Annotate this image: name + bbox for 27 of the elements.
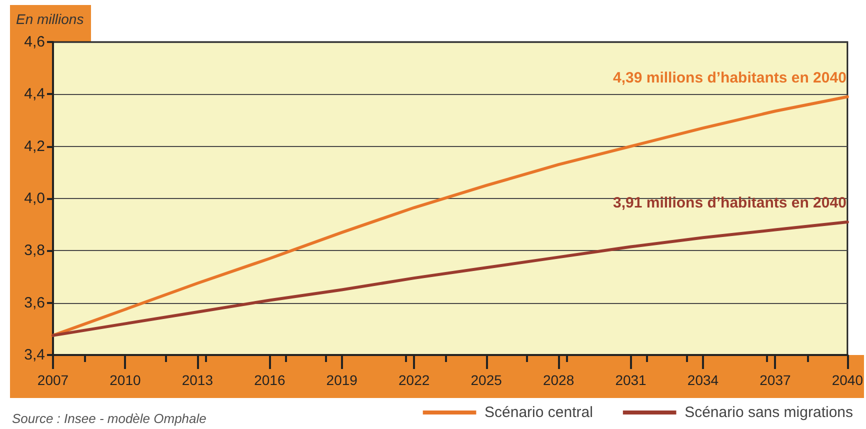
source-note: Source : Insee - modèle Omphale: [12, 411, 206, 426]
x-tick-label: 2034: [687, 372, 719, 388]
x-tick-label: 2010: [110, 372, 141, 388]
x-tick-label: 2007: [37, 372, 69, 388]
y-tick-label: 3,8: [24, 242, 45, 260]
x-tick-label: 2028: [542, 372, 574, 388]
x-tick-label: 2019: [326, 372, 358, 388]
x-tick-label: 2016: [254, 372, 286, 388]
x-tick-label: 2031: [615, 372, 647, 388]
x-tick-label: 2037: [760, 372, 791, 388]
x-tick-label: 2013: [182, 372, 214, 388]
x-tick-label: 2022: [398, 372, 430, 388]
x-tick-label: 2025: [470, 372, 502, 388]
line-series: [52, 220, 849, 337]
x-tick-label: 2040: [832, 372, 864, 388]
y-tick-label: 4,4: [24, 86, 45, 103]
y-tick-label: 4,2: [24, 138, 45, 155]
y-tick-label: 3,6: [24, 294, 45, 312]
annotation: 4,39 millions d’habitants en 2040: [613, 69, 846, 86]
y-tick-label: 4,6: [24, 34, 45, 50]
legend-label: Scénario sans migrations: [684, 404, 854, 421]
y-tick-label: 4,0: [24, 190, 45, 207]
legend-label: Scénario central: [484, 404, 593, 421]
line-series: [52, 95, 849, 337]
y-axis-title: En millions: [16, 11, 84, 27]
y-tick-label: 3,4: [24, 346, 45, 364]
annotation: 3,91 millions d’habitants en 2040: [613, 194, 846, 212]
